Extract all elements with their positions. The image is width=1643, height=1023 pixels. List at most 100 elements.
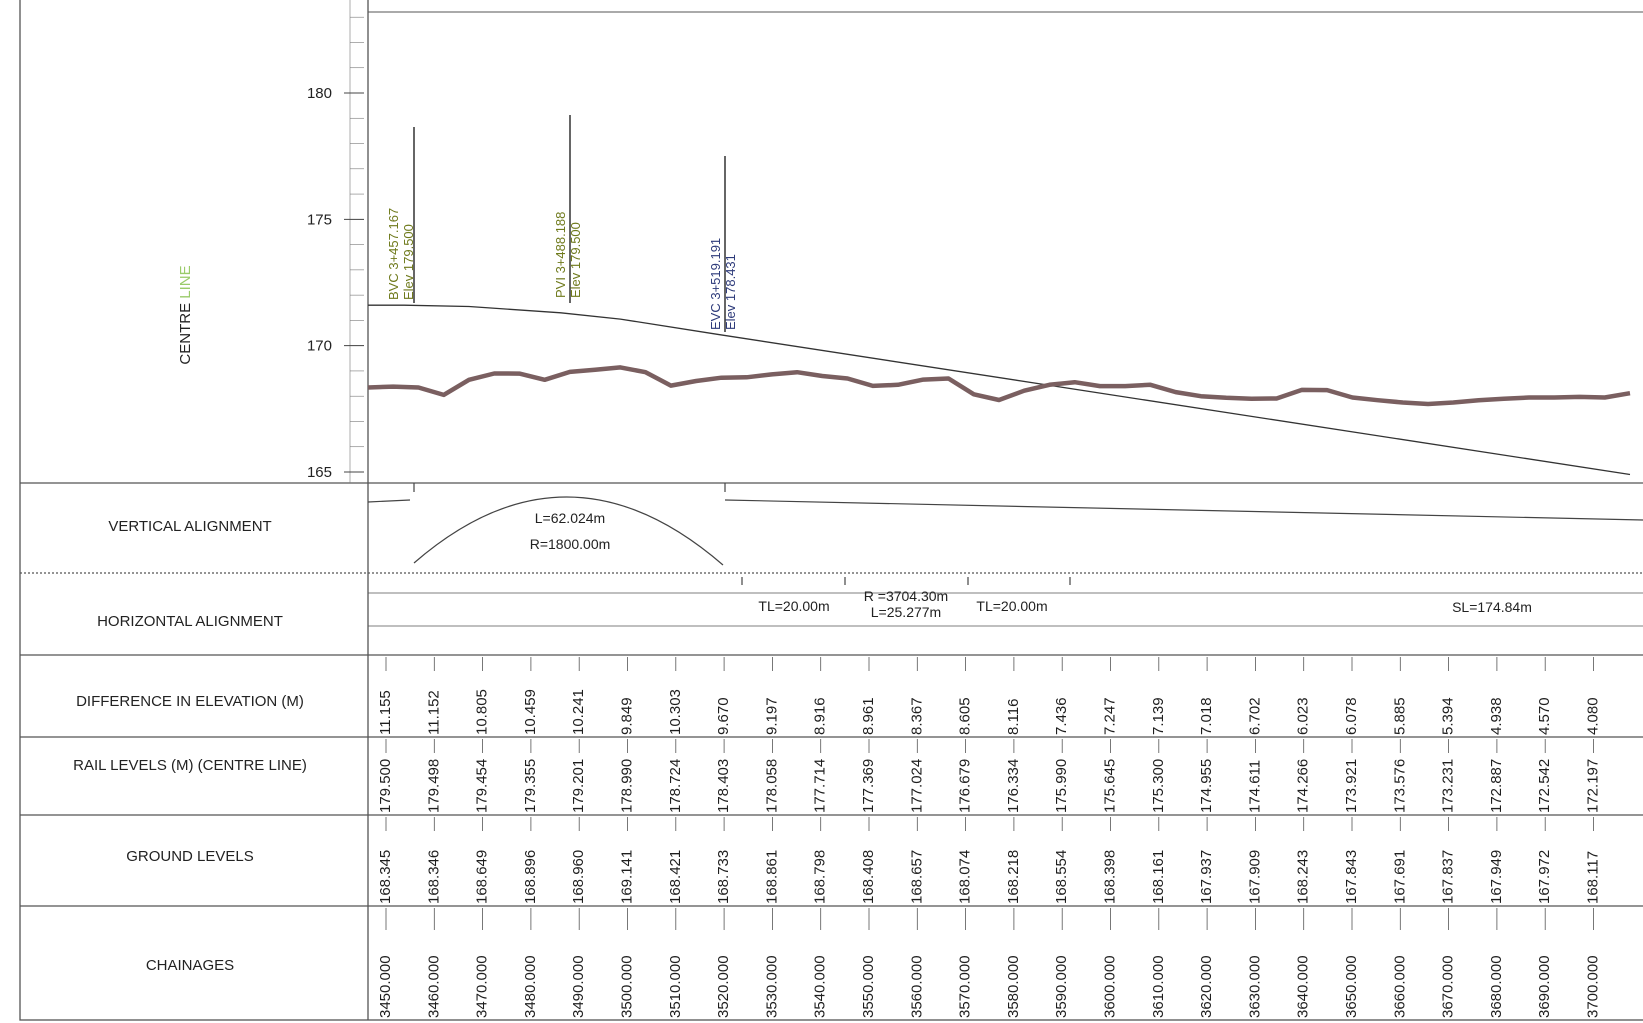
difference-label: DIFFERENCE IN ELEVATION (M) (76, 693, 304, 710)
table-cell-rail-levels: 176.679 (957, 759, 974, 813)
table-cell-difference: 7.018 (1198, 697, 1215, 735)
bvc-station-text: BVC 3+457.167 (386, 208, 401, 300)
centre-line-green: LINE (177, 265, 194, 298)
table-cell-difference: 4.938 (1488, 697, 1505, 735)
table-cell-chainages: 3590.000 (1053, 955, 1070, 1018)
y-tick-label: 180 (307, 85, 332, 102)
vertical-curve-length: L=62.024m (535, 510, 605, 526)
table-cell-rail-levels: 177.714 (812, 759, 829, 813)
table-cell-ground-levels: 167.937 (1198, 850, 1215, 904)
table-cell-chainages: 3650.000 (1343, 955, 1360, 1018)
table-cell-ground-levels: 167.909 (1246, 850, 1263, 904)
ground-levels-label: GROUND LEVELS (126, 848, 254, 865)
table-cell-chainages: 3700.000 (1585, 955, 1602, 1018)
table-cell-difference: 10.459 (522, 689, 539, 735)
table-cell-rail-levels: 175.300 (1150, 759, 1167, 813)
table-cell-chainages: 3500.000 (619, 955, 636, 1018)
table-cell-chainages: 3460.000 (425, 955, 442, 1018)
table-cell-difference: 8.367 (908, 697, 925, 735)
table-cell-difference: 9.197 (763, 697, 780, 735)
table-cell-ground-levels: 168.345 (377, 850, 394, 904)
ground-profile-line (367, 365, 1631, 407)
table-cell-difference: 9.849 (619, 697, 636, 735)
table-cell-chainages: 3610.000 (1150, 955, 1167, 1018)
table-cell-difference: 10.303 (667, 689, 684, 735)
table-cell-rail-levels: 175.645 (1102, 759, 1119, 813)
table-cell-chainages: 3600.000 (1102, 955, 1119, 1018)
table-cell-chainages: 3470.000 (474, 955, 491, 1018)
table-cell-rail-levels: 173.231 (1440, 759, 1457, 813)
y-tick-label: 175 (307, 211, 332, 228)
table-cell-chainages: 3580.000 (1005, 955, 1022, 1018)
table-cell-rail-levels: 177.369 (860, 759, 877, 813)
table-cell-chainages: 3520.000 (715, 955, 732, 1018)
pvi-annotation: PVI 3+488.188 Elev 179.500 (553, 115, 583, 303)
table-cell-rail-levels: 173.576 (1391, 759, 1408, 813)
table-cell-difference: 8.961 (860, 697, 877, 735)
table-cell-ground-levels: 168.408 (860, 850, 877, 904)
bvc-elev-text: Elev 179.500 (401, 224, 416, 300)
table-cell-ground-levels: 168.798 (812, 850, 829, 904)
table-cell-rail-levels: 179.201 (570, 759, 587, 813)
table-cell-difference: 7.247 (1102, 697, 1119, 735)
table-cell-ground-levels: 168.649 (474, 850, 491, 904)
table-cell-difference: 8.916 (812, 697, 829, 735)
rail-levels-label: RAIL LEVELS (M) (CENTRE LINE) (73, 757, 307, 774)
hz-tl2: TL=20.00m (976, 598, 1047, 614)
table-cell-chainages: 3690.000 (1536, 955, 1553, 1018)
table-cell-ground-levels: 168.346 (425, 850, 442, 904)
table-cell-rail-levels: 173.921 (1343, 759, 1360, 813)
table-cell-rail-levels: 178.724 (667, 759, 684, 813)
table-cell-ground-levels: 168.421 (667, 850, 684, 904)
table-cell-chainages: 3510.000 (667, 955, 684, 1018)
table-cell-rail-levels: 176.334 (1005, 759, 1022, 813)
table-cell-difference: 4.080 (1585, 697, 1602, 735)
table-cell-difference: 9.670 (715, 697, 732, 735)
table-cell-rail-levels: 174.266 (1295, 759, 1312, 813)
table-cell-chainages: 3640.000 (1295, 955, 1312, 1018)
table-cell-rail-levels: 179.500 (377, 759, 394, 813)
table-cell-rail-levels: 172.542 (1536, 759, 1553, 813)
table-cell-difference: 7.139 (1150, 697, 1167, 735)
table-cell-chainages: 3620.000 (1198, 955, 1215, 1018)
horizontal-alignment-row (741, 577, 1071, 585)
pvi-elev-text: Elev 179.500 (568, 222, 583, 298)
table-cell-chainages: 3450.000 (377, 955, 394, 1018)
y-tick-label: 165 (307, 464, 332, 481)
table-cell-rail-levels: 174.955 (1198, 759, 1215, 813)
hz-curve-radius: R =3704.30m (864, 588, 948, 604)
design-grade-line (368, 304, 1631, 476)
table-cell-ground-levels: 167.972 (1536, 850, 1553, 904)
table-cell-ground-levels: 168.398 (1102, 850, 1119, 904)
sheet-frame (19, 0, 1643, 1021)
table-cell-ground-levels: 169.141 (619, 850, 636, 904)
y-tick-label: 170 (307, 338, 332, 355)
table-cell-difference: 5.885 (1391, 697, 1408, 735)
centre-line-label: CENTRE LINE (177, 265, 194, 364)
table-cell-difference: 7.436 (1053, 697, 1070, 735)
table-cell-difference: 6.023 (1295, 697, 1312, 735)
evc-station-text: EVC 3+519.191 (708, 238, 723, 330)
pvi-station-text: PVI 3+488.188 (553, 212, 568, 298)
vertical-alignment-label: VERTICAL ALIGNMENT (108, 518, 271, 535)
table-cell-difference: 8.605 (957, 697, 974, 735)
table-cell-difference: 10.805 (474, 689, 491, 735)
table-cell-ground-levels: 168.733 (715, 850, 732, 904)
table-cell-rail-levels: 174.611 (1246, 760, 1263, 813)
profile-plot (367, 304, 1631, 476)
table-cell-difference: 11.155 (377, 690, 394, 735)
table-cell-difference: 11.152 (425, 690, 442, 735)
table-cell-difference: 5.394 (1440, 697, 1457, 735)
table-cell-ground-levels: 167.949 (1488, 850, 1505, 904)
vertical-alignment-row (367, 483, 1643, 566)
bvc-annotation: BVC 3+457.167 Elev 179.500 (386, 127, 416, 303)
table-cell-rail-levels: 179.454 (474, 759, 491, 813)
table-cell-chainages: 3490.000 (570, 955, 587, 1018)
table-cell-difference: 8.116 (1005, 699, 1022, 735)
table-cell-rail-levels: 178.990 (619, 759, 636, 813)
horizontal-alignment-label: HORIZONTAL ALIGNMENT (97, 613, 283, 630)
table-cell-ground-levels: 168.554 (1053, 850, 1070, 904)
table-cell-ground-levels: 168.117 (1585, 851, 1602, 904)
table-cell-ground-levels: 168.161 (1150, 850, 1167, 904)
